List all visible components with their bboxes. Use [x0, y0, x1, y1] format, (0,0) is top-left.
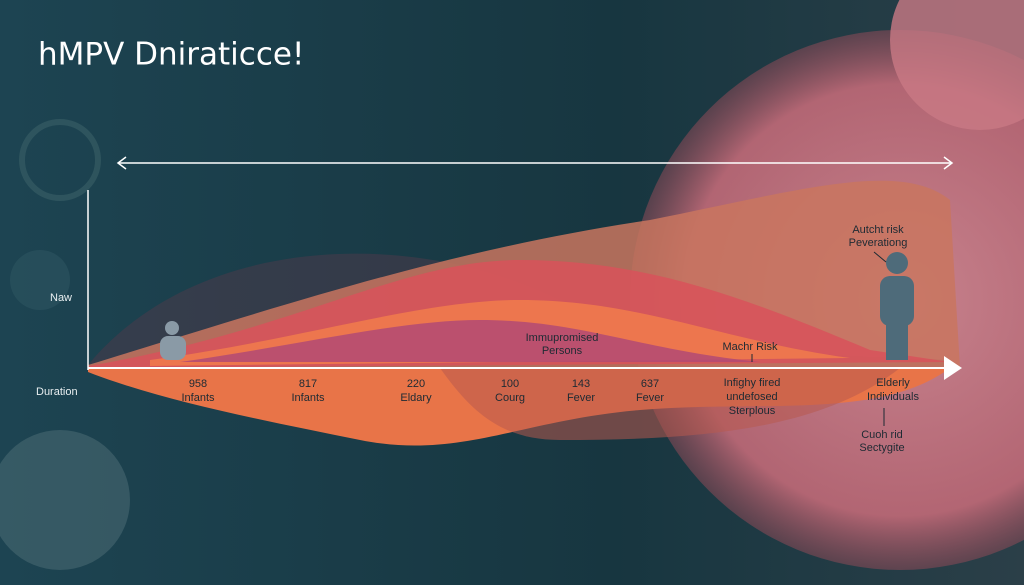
annotation: Persons — [542, 345, 583, 357]
elderly-figure — [880, 252, 914, 360]
child-figure — [160, 321, 186, 360]
timeline-label: Fever — [636, 392, 664, 404]
title: hMPV Dniraticce! — [38, 37, 304, 73]
y-axis-label: Naw — [50, 292, 72, 304]
timeline-label: Elderly — [876, 377, 910, 389]
timeline-label: Individuals — [867, 391, 919, 403]
timeline-label: 100 — [501, 378, 519, 390]
arrow-head — [944, 356, 962, 380]
timeline-label: Fever — [567, 392, 595, 404]
annotation: Sectygite — [859, 442, 904, 454]
x-axis-label: Duration — [36, 386, 78, 398]
timeline-label: 220 — [407, 378, 425, 390]
timeline-label: Sterplous — [729, 405, 776, 417]
virus-decoration — [0, 430, 130, 570]
pointer — [873, 251, 887, 263]
annotation: Peverationg — [849, 237, 908, 249]
annotation: Autcht risk — [852, 224, 904, 236]
timeline-label: Courg — [495, 392, 525, 404]
timeline-label: undefosed — [726, 391, 777, 403]
timeline-label: 958 — [189, 378, 207, 390]
virus-decoration — [890, 0, 1024, 130]
timeline-label: 817 — [299, 378, 317, 390]
timeline-label: Eldary — [400, 392, 432, 404]
timeline-label: Infants — [181, 392, 215, 404]
wave — [180, 320, 760, 362]
virus-decoration — [10, 250, 70, 310]
timeline-label: 143 — [572, 378, 590, 390]
annotation: Machr Risk — [722, 341, 778, 353]
virus-decoration — [19, 119, 101, 201]
annotation: Cuoh rid — [861, 429, 903, 441]
wave — [440, 368, 900, 440]
timeline-label: Infants — [291, 392, 325, 404]
timeline-label: Infighy fired — [724, 377, 781, 389]
annotation: Immupromised — [526, 332, 599, 344]
arrow-head — [116, 156, 954, 170]
timeline-label: 637 — [641, 378, 659, 390]
